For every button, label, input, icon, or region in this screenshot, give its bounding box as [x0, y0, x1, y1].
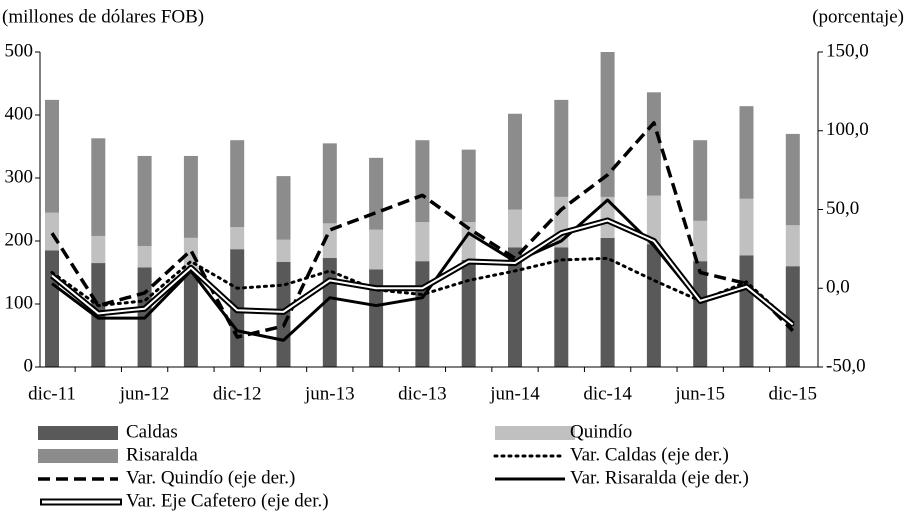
bar — [415, 140, 430, 223]
bar — [693, 220, 708, 262]
legend-label: Var. Caldas (eje der.) — [570, 444, 729, 465]
bar — [461, 259, 476, 367]
y2-tick-label: -50,0 — [826, 355, 866, 376]
bar — [739, 106, 754, 199]
bar — [508, 209, 522, 248]
line-series — [51, 219, 794, 326]
bar — [600, 196, 615, 238]
bar — [461, 222, 476, 260]
legend-label: Var. Eje Cafetero (eje der.) — [126, 490, 329, 511]
x-tick-label: dic-14 — [583, 383, 632, 404]
bar — [137, 246, 152, 268]
y2-axis-label: (porcentaje) — [812, 6, 904, 27]
x-tick-label: jun-14 — [489, 383, 540, 404]
x-tick-label: dic-11 — [28, 383, 76, 404]
bar — [646, 92, 661, 196]
x-tick-label: dic-15 — [769, 383, 818, 404]
bar — [508, 113, 522, 210]
line-series — [50, 256, 795, 326]
x-tick-label: dic-12 — [213, 383, 262, 404]
bar — [369, 157, 384, 230]
bar — [276, 176, 291, 240]
bar — [322, 223, 337, 259]
bar — [646, 195, 661, 245]
bar — [369, 229, 384, 270]
bar — [600, 52, 615, 197]
legend-label: Var. Risaralda (eje der.) — [570, 467, 749, 488]
bar — [739, 255, 754, 367]
bar — [693, 261, 708, 367]
y-axis-label: (millones de dólares FOB) — [2, 6, 204, 27]
bar — [739, 198, 754, 256]
bar — [554, 247, 569, 367]
bar — [230, 140, 245, 228]
bar — [785, 133, 800, 226]
bar — [276, 239, 291, 262]
bar — [91, 138, 106, 236]
y-tick-label: 500 — [5, 40, 34, 61]
bar — [91, 235, 106, 264]
bar — [183, 155, 198, 238]
bar — [45, 212, 59, 251]
x-tick-label: jun-15 — [674, 383, 725, 404]
legend-label: Var. Quindío (eje der.) — [126, 467, 295, 488]
legend-label: Caldas — [126, 421, 178, 442]
x-tick-label: dic-13 — [398, 383, 447, 404]
bar — [554, 99, 569, 197]
y2-tick-label: 0,0 — [826, 277, 850, 298]
bar — [600, 237, 615, 367]
y2-tick-label: 100,0 — [826, 119, 869, 140]
bar — [45, 250, 59, 367]
y-tick-label: 0 — [24, 355, 34, 376]
x-tick-label: jun-12 — [119, 383, 170, 404]
bar — [693, 140, 708, 221]
legend-swatch — [38, 449, 118, 463]
bar — [646, 244, 661, 367]
line-series — [50, 121, 795, 339]
y-tick-label: 200 — [5, 229, 34, 250]
bar — [461, 149, 476, 223]
legend-label: Quindío — [570, 421, 632, 442]
y2-tick-label: 50,0 — [826, 198, 859, 219]
legend-swatch — [38, 426, 118, 440]
bar — [230, 227, 245, 250]
bar — [322, 143, 337, 224]
bar — [785, 225, 800, 267]
y-tick-label: 100 — [5, 292, 34, 313]
legend-label: Risaralda — [126, 444, 198, 465]
bar — [508, 247, 522, 367]
y2-tick-label: 150,0 — [826, 40, 869, 61]
bar — [415, 261, 430, 367]
y-tick-label: 400 — [5, 103, 34, 124]
bar — [415, 222, 430, 262]
bar — [369, 269, 384, 367]
bar — [183, 269, 198, 367]
x-tick-label: jun-13 — [304, 383, 355, 404]
bar — [785, 266, 800, 367]
bar — [322, 258, 337, 367]
y-tick-label: 300 — [5, 166, 34, 187]
bar — [45, 99, 59, 213]
legend-swatch — [495, 426, 575, 440]
bar — [137, 155, 152, 247]
